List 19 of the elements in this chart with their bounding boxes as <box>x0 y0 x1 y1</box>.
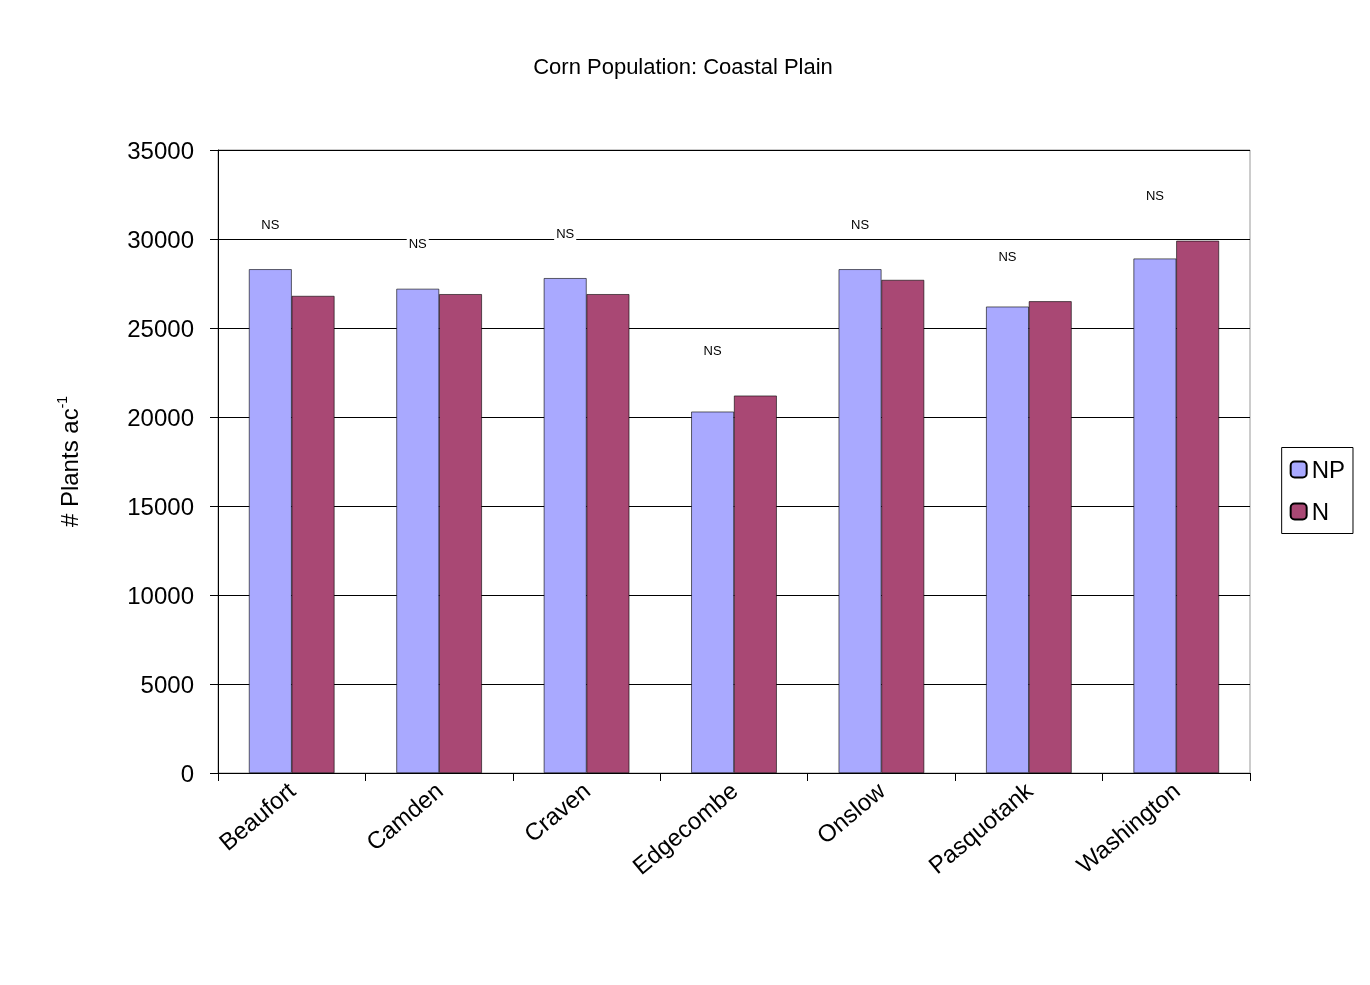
chart-title: Corn Population: Coastal Plain <box>533 53 833 79</box>
annotation: NS <box>261 216 280 232</box>
y-tick-label: 5000 <box>140 670 194 698</box>
y-tick-label: 25000 <box>127 314 194 342</box>
y-tick-label: 35000 <box>127 136 194 164</box>
legend-label: N <box>1311 498 1329 525</box>
annotation: NS <box>851 216 870 232</box>
y-tick-label: 30000 <box>127 225 194 253</box>
annotation: NS <box>1145 188 1165 204</box>
y-tick-label: 15000 <box>127 492 194 520</box>
annotation: NS <box>703 343 722 359</box>
annotation: NS <box>556 225 575 241</box>
y-axis-title: # Plants ac-1 <box>54 395 83 528</box>
annotation: NS <box>408 236 428 252</box>
y-tick-label: 0 <box>180 759 194 787</box>
y-tick-label: 10000 <box>127 581 194 609</box>
legend-label: NP <box>1311 456 1345 483</box>
y-tick-label: 20000 <box>127 403 194 431</box>
annotation: NS <box>998 248 1017 264</box>
